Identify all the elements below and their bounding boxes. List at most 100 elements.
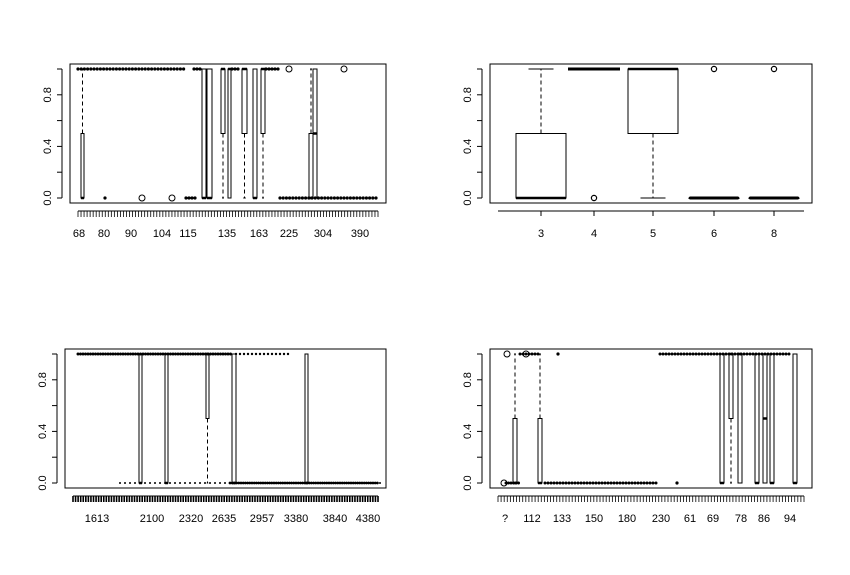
x-tick-label: 6	[711, 228, 717, 240]
y-tick-label: 0.4	[42, 139, 54, 154]
box-body	[737, 353, 743, 484]
data-point	[787, 352, 791, 356]
data-point	[369, 481, 373, 485]
data-point	[150, 67, 154, 71]
data-point	[219, 352, 222, 356]
data-point	[92, 67, 96, 71]
data-point	[178, 67, 182, 71]
data-point	[368, 196, 372, 200]
data-point	[121, 352, 125, 356]
data-point	[169, 67, 173, 71]
data-point	[187, 196, 191, 200]
outlier-point	[285, 65, 293, 73]
data-point	[270, 481, 274, 485]
data-point	[281, 196, 285, 200]
data-point	[371, 196, 375, 200]
data-point	[288, 196, 292, 200]
data-point	[291, 196, 295, 200]
data-point	[585, 481, 589, 485]
data-point	[367, 481, 370, 485]
y-tick-label: 0.0	[462, 475, 474, 490]
data-point	[246, 481, 250, 485]
data-point	[530, 352, 534, 356]
data-point	[329, 481, 333, 485]
x-tick-label: 230	[652, 513, 670, 525]
data-point	[345, 196, 349, 200]
outlier-point	[168, 194, 176, 202]
data-point	[694, 352, 698, 356]
data-point	[119, 352, 122, 356]
data-point	[567, 481, 571, 485]
data-point	[137, 67, 141, 71]
data-point	[700, 352, 704, 356]
data-point	[748, 352, 752, 356]
y-tick-label: 0.0	[42, 190, 54, 205]
data-point	[654, 481, 658, 485]
box-2	[537, 353, 543, 485]
data-point	[691, 352, 695, 356]
data-point	[192, 67, 196, 71]
x-tick-label: 1613	[85, 513, 109, 525]
chart-panel-4: 0.0 0.4 0.8? 112 133 150 180 230 61 69 78 86 94	[462, 348, 813, 525]
data-point	[156, 67, 160, 71]
data-point	[116, 352, 120, 356]
data-point	[214, 482, 216, 484]
box-body	[304, 353, 309, 484]
data-point	[365, 481, 368, 485]
x-tick-label: 133	[553, 513, 571, 525]
data-point	[509, 481, 513, 485]
data-point	[114, 67, 118, 71]
data-point	[124, 482, 126, 484]
data-point	[81, 352, 85, 356]
box-body	[220, 68, 226, 134]
data-point	[143, 67, 147, 71]
x-tick-label: 4	[591, 228, 597, 240]
data-point	[84, 352, 87, 356]
data-point	[76, 352, 80, 356]
data-point	[286, 352, 290, 356]
box-body	[252, 68, 258, 199]
data-point	[121, 67, 125, 71]
data-point	[281, 481, 285, 485]
data-point	[615, 481, 619, 485]
data-point	[318, 481, 322, 485]
data-point	[169, 352, 172, 356]
data-point	[266, 352, 270, 356]
data-point	[94, 352, 97, 356]
data-point	[639, 481, 643, 485]
data-point	[154, 482, 156, 484]
data-point	[338, 481, 342, 485]
data-point	[682, 352, 686, 356]
data-point	[244, 481, 247, 485]
data-point	[89, 67, 93, 71]
box-body	[205, 353, 210, 419]
data-point	[724, 352, 728, 356]
data-point	[111, 67, 115, 71]
data-point	[186, 352, 190, 356]
data-point	[781, 352, 785, 356]
data-point	[242, 352, 246, 356]
data-point	[645, 481, 649, 485]
data-point	[79, 352, 82, 356]
data-point	[706, 352, 710, 356]
x-tick-label: 8	[771, 228, 777, 240]
data-point	[352, 196, 356, 200]
data-point	[259, 481, 263, 485]
data-point	[181, 352, 185, 356]
x-tick-label: 304	[314, 228, 332, 240]
data-point	[715, 352, 719, 356]
data-point	[248, 481, 252, 485]
data-point	[597, 481, 601, 485]
data-point	[606, 481, 610, 485]
data-point	[162, 67, 166, 71]
box-1	[515, 68, 567, 200]
data-point	[98, 67, 102, 71]
data-point	[199, 352, 202, 356]
data-point	[284, 196, 288, 200]
plot-frame	[489, 348, 813, 489]
data-point	[661, 352, 665, 356]
data-point	[297, 196, 301, 200]
box-5	[227, 67, 232, 199]
data-point	[292, 481, 296, 485]
